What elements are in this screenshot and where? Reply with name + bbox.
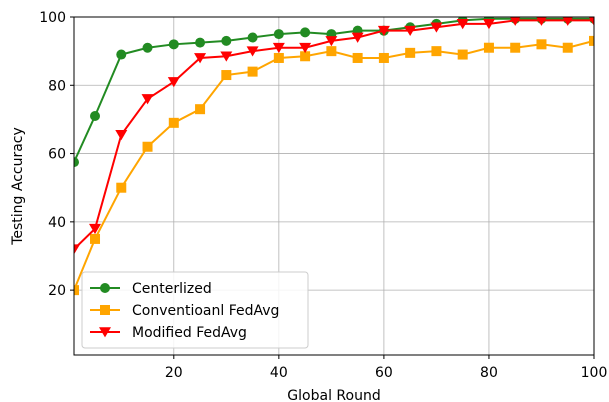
data-point [300,27,311,38]
data-point [168,117,179,128]
legend-marker [99,327,111,338]
data-point [115,129,128,141]
data-point [246,46,259,57]
series-layer [74,17,594,296]
data-point [142,141,153,152]
data-point [562,42,573,53]
data-point [74,285,79,296]
data-point [141,94,154,105]
legend-marker [100,283,110,293]
data-point [168,39,179,50]
data-point [116,49,127,60]
data-point [431,46,442,57]
legend-label: Centerlized [132,281,212,297]
x-tick-label: 20 [165,365,183,381]
x-tick-label: 40 [270,365,288,381]
x-axis-label: Global Round [287,388,380,402]
series-line [74,39,594,291]
y-axis-label: Testing Accuracy [10,127,26,246]
data-point [273,52,284,63]
y-tick-label: 100 [39,10,66,26]
data-point [273,29,284,40]
data-point [483,42,494,53]
data-point [194,53,207,64]
plot-frame [73,16,595,356]
data-point [247,32,258,43]
x-tick-label: 80 [480,365,498,381]
data-point [195,104,206,115]
data-point [377,25,390,37]
data-point [562,17,573,26]
data-point [220,51,233,62]
axis-ticks: 20 40 60 80 100 20 40 60 80 100 [39,10,607,381]
x-tick-label: 100 [581,365,608,381]
legend-item: Centerlized [90,281,212,297]
y-tick-label: 20 [48,283,66,299]
legend-item: Modified FedAvg [90,325,247,341]
x-tick-label: 60 [375,365,393,381]
y-tick-label: 40 [48,215,66,231]
data-point [588,17,594,26]
data-point [142,42,153,53]
legend-marker [100,305,110,315]
y-tick-label: 80 [48,78,66,94]
data-point [90,111,101,122]
data-point [404,25,417,37]
series-2 [74,17,594,255]
data-point [116,182,127,193]
legend-label: Conventioanl FedAvg [132,303,279,319]
data-point [272,42,285,54]
y-tick-label: 60 [48,147,66,163]
data-point [510,17,521,26]
data-point [456,19,469,30]
data-point [247,66,258,77]
legend-label: Modified FedAvg [132,325,247,341]
legend-item: Conventioanl FedAvg [90,303,279,319]
data-point [195,37,206,48]
data-point [326,46,337,57]
data-point [167,77,180,88]
data-point [510,42,521,53]
data-point [405,47,416,58]
data-point [589,35,594,46]
data-point [89,223,102,235]
data-point [457,49,468,60]
data-point [221,35,232,46]
data-point [299,42,312,54]
legend: Centerlized Conventioanl FedAvg Modified F… [81,271,309,349]
data-point [74,244,80,255]
legend-box [81,271,309,349]
data-point [536,39,547,50]
data-point [536,17,547,26]
data-point [300,51,311,62]
data-point [90,233,101,244]
series-1 [74,35,594,296]
data-point [325,36,338,47]
data-point [74,157,79,168]
data-point [351,32,364,43]
data-point [352,52,363,63]
data-point [430,22,443,33]
data-point [482,19,495,30]
data-point [221,70,232,81]
data-point [378,52,389,63]
